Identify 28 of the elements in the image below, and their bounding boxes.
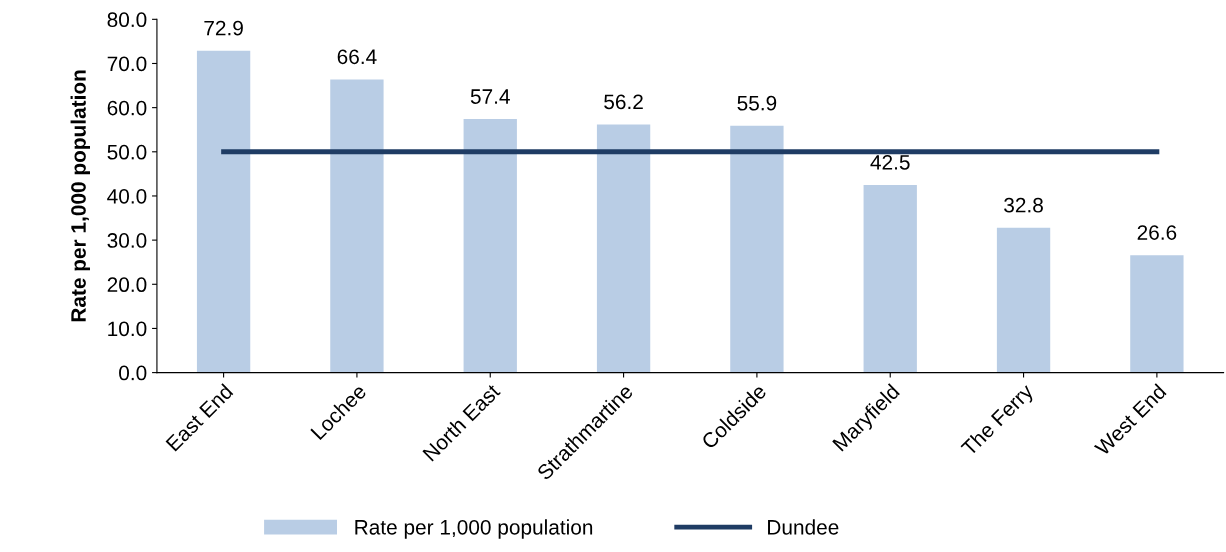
data-label: 55.9	[737, 95, 777, 111]
bar	[330, 79, 384, 373]
data-label: 57.4	[470, 89, 510, 104]
bar	[1130, 255, 1184, 373]
y-tick-label: 40.0	[107, 188, 147, 204]
y-tick-label: 80.0	[107, 12, 147, 28]
data-label: 26.6	[1137, 225, 1177, 240]
y-tick-label: 50.0	[107, 144, 147, 160]
y-tick-label: 30.0	[107, 233, 147, 248]
data-label: 72.9	[204, 20, 243, 36]
y-tick-label: 70.0	[107, 56, 147, 72]
data-label: 66.4	[337, 49, 377, 65]
y-tick-label: 60.0	[107, 100, 147, 116]
data-label: 42.5	[870, 154, 910, 170]
legend-label: Dundee	[768, 519, 839, 535]
bar	[730, 125, 784, 373]
legend-label: Rate per 1,000 population	[355, 519, 593, 539]
bar	[596, 124, 651, 373]
bar	[196, 50, 251, 373]
bar	[863, 184, 917, 373]
y-axis-title: Rate per 1,000 population	[70, 70, 90, 322]
bar	[996, 227, 1051, 373]
y-tick-label: 0.0	[119, 365, 147, 381]
y-tick-label: 10.0	[108, 321, 147, 337]
y-tick-label: 20.0	[107, 277, 147, 293]
data-label: 32.8	[1004, 197, 1043, 213]
data-label: 56.2	[604, 94, 643, 110]
bar	[463, 119, 517, 373]
